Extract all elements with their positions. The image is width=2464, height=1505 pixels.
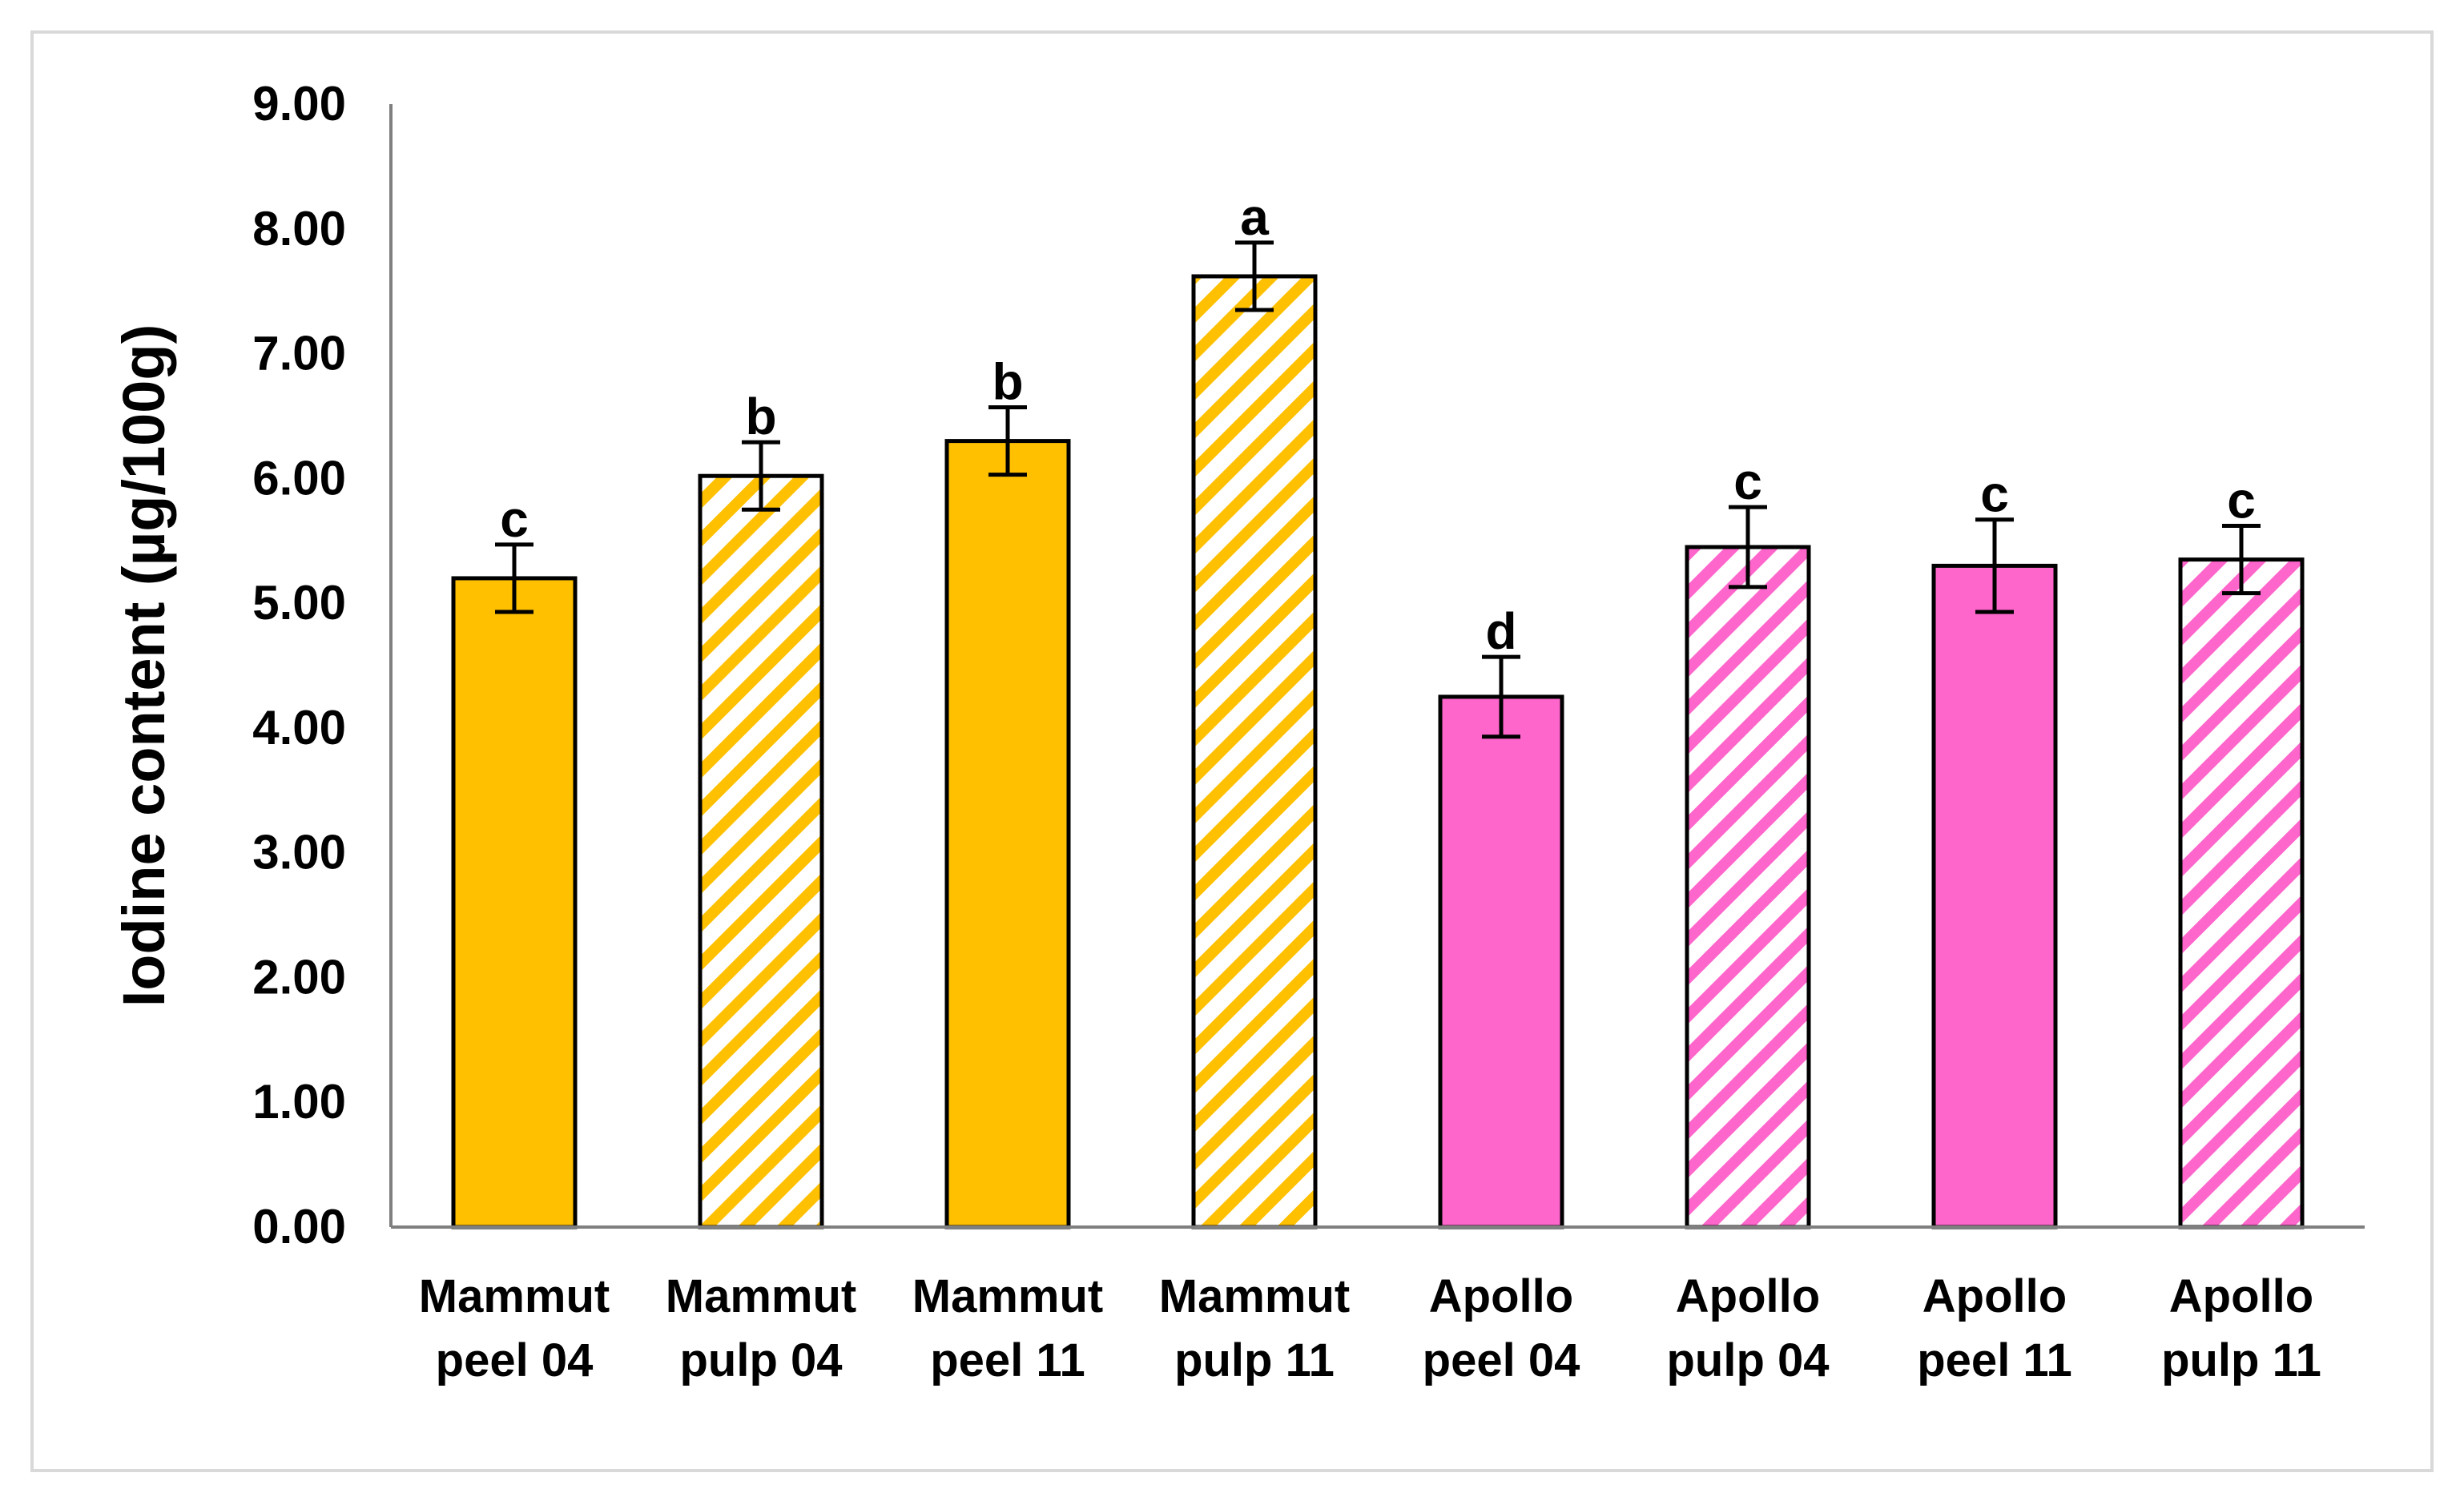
bar-apollo-peel-11 [1931, 563, 2058, 1229]
significance-labels: c b b a d c c c [500, 188, 2256, 660]
x-axis-labels: Mammut peel 04 Mammut pulp 04 Mammut peel 11 M… [419, 1270, 2321, 1386]
significance-letter: a [1240, 188, 1269, 246]
x-tick-label: Mammut [912, 1270, 1103, 1322]
y-axis-title: Iodine content (µg/100g) [111, 324, 177, 1008]
error-bar [1975, 517, 2014, 614]
x-tick-label: pulp 11 [2161, 1334, 2321, 1386]
x-tick-label: pulp 04 [1666, 1334, 1829, 1386]
bar-mammut-pulp-11 [1191, 274, 1318, 1229]
error-bar [1729, 505, 1767, 590]
error-bars [495, 240, 2261, 739]
x-tick-label: Mammut [419, 1270, 610, 1322]
y-tick-label: 5.00 [252, 576, 346, 630]
significance-letter: c [1980, 465, 2009, 523]
x-tick-label: pulp 04 [679, 1334, 842, 1386]
bar-mammut-pulp-04 [698, 473, 824, 1229]
bar-apollo-pulp-11 [2178, 557, 2305, 1229]
y-tick-label: 6.00 [252, 451, 346, 505]
significance-letter: c [2227, 472, 2256, 529]
x-tick-label: pulp 11 [1174, 1334, 1335, 1386]
y-tick-label: 4.00 [252, 701, 346, 755]
bar-mammut-peel-11 [944, 439, 1071, 1229]
bar-mammut-peel-04 [451, 576, 578, 1229]
significance-letter: b [992, 353, 1023, 411]
bar-apollo-pulp-04 [1685, 545, 1811, 1229]
significance-letter: c [1733, 453, 1762, 510]
y-tick-label: 2.00 [252, 950, 346, 1004]
y-tick-label: 7.00 [252, 327, 346, 380]
x-tick-label: Apollo [2169, 1270, 2313, 1322]
y-axis-ticks: 0.00 1.00 2.00 3.00 4.00 5.00 6.00 7.00 8.00 9.00 [252, 77, 346, 1253]
y-tick-label: 8.00 [252, 202, 346, 256]
bar-apollo-peel-04 [1438, 694, 1564, 1229]
y-tick-label: 3.00 [252, 826, 346, 879]
x-tick-label: Apollo [1676, 1270, 1820, 1322]
error-bar [742, 440, 780, 512]
x-tick-label: peel 11 [930, 1334, 1085, 1386]
bars [451, 274, 2305, 1229]
error-bar [1482, 654, 1520, 739]
x-tick-label: peel 04 [1423, 1334, 1580, 1386]
x-tick-label: Mammut [666, 1270, 856, 1322]
error-bar [988, 405, 1027, 477]
significance-letter: d [1485, 602, 1516, 660]
significance-letter: c [500, 490, 529, 548]
x-tick-label: Apollo [1922, 1270, 2067, 1322]
y-tick-label: 0.00 [252, 1200, 346, 1253]
error-bar [1235, 240, 1274, 312]
y-tick-label: 1.00 [252, 1075, 346, 1129]
y-tick-label: 9.00 [252, 77, 346, 131]
error-bar [495, 542, 533, 614]
x-tick-label: Mammut [1159, 1270, 1350, 1322]
x-tick-label: peel 04 [436, 1334, 594, 1386]
x-tick-label: peel 11 [1917, 1334, 2071, 1386]
x-tick-label: Apollo [1429, 1270, 1573, 1322]
significance-letter: b [745, 388, 776, 445]
error-bar [2222, 524, 2261, 596]
